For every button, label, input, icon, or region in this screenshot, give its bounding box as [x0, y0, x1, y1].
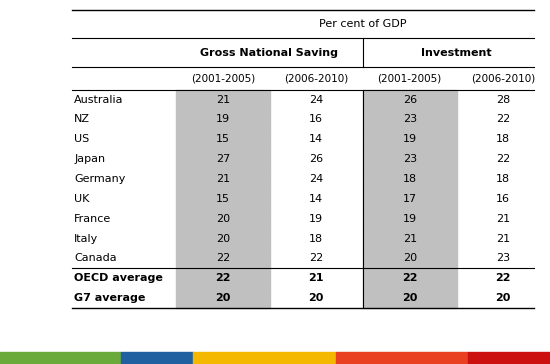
Text: 22: 22 [402, 273, 417, 283]
Text: Australia: Australia [74, 95, 124, 104]
Text: 27: 27 [216, 154, 230, 164]
Text: Italy: Italy [74, 234, 98, 244]
Bar [176, 149, 270, 169]
Text: OECD average: OECD average [74, 273, 163, 283]
Text: 20: 20 [309, 293, 324, 303]
Bar [176, 110, 270, 130]
Bar [176, 169, 270, 189]
Text: 22: 22 [309, 253, 323, 264]
Bar [176, 229, 270, 249]
Text: 28: 28 [496, 95, 510, 104]
Text: (2001-2005): (2001-2005) [191, 74, 255, 83]
Text: France: France [74, 214, 112, 224]
Text: 26: 26 [403, 95, 417, 104]
Text: 20: 20 [403, 253, 417, 264]
Text: 22: 22 [216, 253, 230, 264]
Text: 15: 15 [216, 194, 230, 204]
Text: 22: 22 [496, 273, 511, 283]
Bar [363, 130, 456, 149]
Text: 14: 14 [309, 194, 323, 204]
Bar [363, 110, 456, 130]
Text: 26: 26 [309, 154, 323, 164]
Text: 19: 19 [403, 134, 417, 145]
Text: NZ: NZ [74, 115, 90, 124]
Text: (2001-2005): (2001-2005) [378, 74, 442, 83]
Text: 21: 21 [216, 95, 230, 104]
Text: 20: 20 [496, 293, 511, 303]
Bar [363, 189, 456, 209]
Bar [363, 268, 456, 288]
Bar [176, 209, 270, 229]
Text: Gross National Saving: Gross National Saving [201, 48, 338, 58]
Text: 24: 24 [309, 174, 323, 184]
Text: 16: 16 [309, 115, 323, 124]
Text: (2006-2010): (2006-2010) [471, 74, 535, 83]
Text: 16: 16 [496, 194, 510, 204]
Text: Germany: Germany [74, 174, 125, 184]
Text: 20: 20 [216, 214, 230, 224]
Text: 14: 14 [309, 134, 323, 145]
Text: (2006-2010): (2006-2010) [284, 74, 348, 83]
Text: 18: 18 [403, 174, 417, 184]
Text: 21: 21 [496, 214, 510, 224]
Bar [363, 229, 456, 249]
Text: 18: 18 [496, 134, 510, 145]
Text: 19: 19 [216, 115, 230, 124]
Text: 20: 20 [215, 293, 230, 303]
Text: 17: 17 [403, 194, 417, 204]
Text: Japan: Japan [74, 154, 106, 164]
Text: Investment: Investment [421, 48, 492, 58]
Text: 19: 19 [403, 214, 417, 224]
Text: 20: 20 [402, 293, 417, 303]
Bar [176, 189, 270, 209]
Text: Per cent of GDP: Per cent of GDP [319, 19, 407, 29]
Text: 21: 21 [403, 234, 417, 244]
Text: 19: 19 [309, 214, 323, 224]
Text: 23: 23 [496, 253, 510, 264]
Text: 18: 18 [496, 174, 510, 184]
Text: 22: 22 [496, 115, 510, 124]
Bar [468, 352, 550, 364]
Text: Canada: Canada [74, 253, 117, 264]
Text: 18: 18 [309, 234, 323, 244]
Bar [192, 352, 336, 364]
Text: 21: 21 [216, 174, 230, 184]
Text: UK: UK [74, 194, 90, 204]
Text: 21: 21 [309, 273, 324, 283]
Text: 22: 22 [215, 273, 230, 283]
Bar [121, 352, 192, 364]
Bar [363, 90, 456, 110]
Text: 24: 24 [309, 95, 323, 104]
Bar [363, 149, 456, 169]
Bar [336, 352, 468, 364]
Bar [363, 169, 456, 189]
Text: 20: 20 [216, 234, 230, 244]
Bar [176, 249, 270, 268]
Bar [176, 90, 270, 110]
Text: 23: 23 [403, 154, 417, 164]
Text: 21: 21 [496, 234, 510, 244]
Text: G7 average: G7 average [74, 293, 146, 303]
Text: 22: 22 [496, 154, 510, 164]
Bar [363, 288, 456, 308]
Bar [176, 268, 270, 288]
Bar [363, 209, 456, 229]
Bar [363, 249, 456, 268]
Bar [176, 130, 270, 149]
Bar [0, 352, 121, 364]
Text: US: US [74, 134, 90, 145]
Bar [176, 288, 270, 308]
Text: 23: 23 [403, 115, 417, 124]
Text: 15: 15 [216, 134, 230, 145]
